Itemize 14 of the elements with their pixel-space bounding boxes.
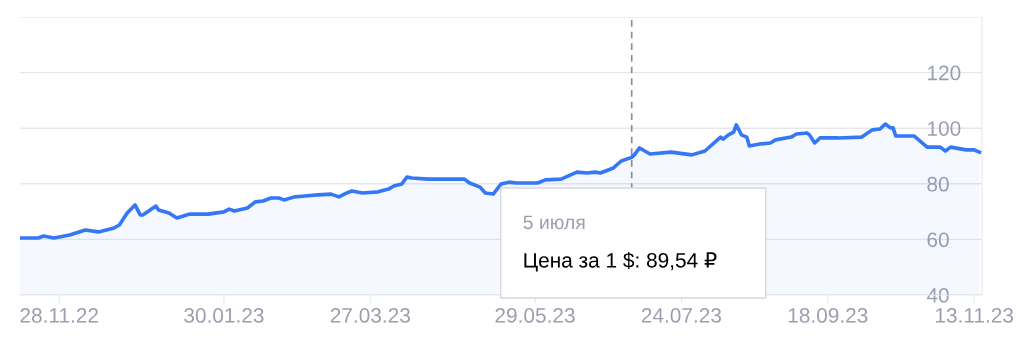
x-tick-label: 18.09.23 — [788, 308, 868, 323]
x-tick-label: 30.01.23 — [184, 308, 264, 323]
y-tick-label: 80 — [927, 176, 949, 192]
y-tick-label: 60 — [927, 232, 949, 248]
y-tick-label: 100 — [928, 121, 961, 136]
annotation: 5 июля — [523, 215, 585, 230]
y-tick-label: 40 — [926, 288, 949, 303]
x-tick-label: 29.05.23 — [495, 308, 575, 323]
y-tick-label: 120 — [928, 65, 961, 81]
x-tick-label: 27.03.23 — [330, 308, 410, 323]
x-tick-label: 24.07.23 — [641, 308, 722, 323]
annotation: Цена за 1 $: 89,54 ₽ — [524, 252, 717, 272]
x-tick-label: 28.11.22 — [20, 308, 98, 323]
x-tick-label: 13.11.23 — [935, 308, 1014, 323]
